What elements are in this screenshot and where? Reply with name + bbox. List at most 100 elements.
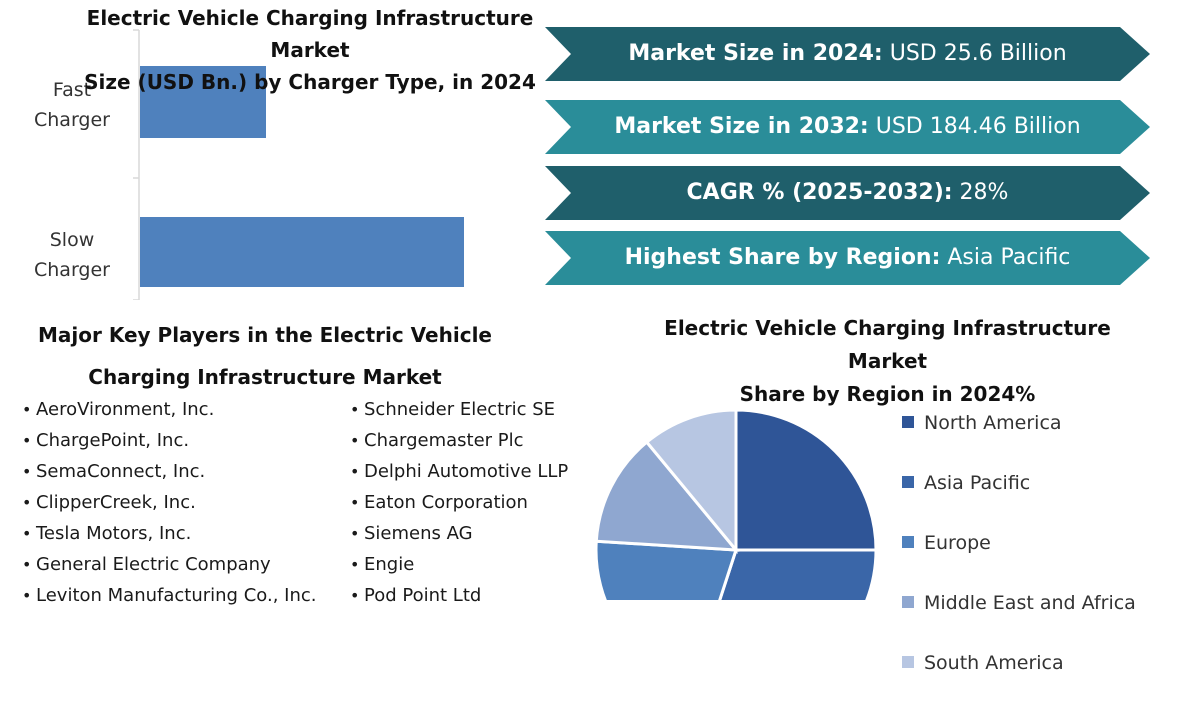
pie-chart-title-line-2: Market (847, 349, 928, 373)
legend-label: Asia Pacific (924, 472, 1031, 494)
player-name: AeroVironment, Inc. (36, 399, 215, 420)
list-item: • General Electric Company (22, 549, 316, 580)
player-name: Chargemaster Plc (364, 430, 524, 451)
bullet-icon: • (22, 462, 32, 481)
bullet-icon: • (350, 431, 360, 450)
banner-arrow-shape (545, 100, 1150, 154)
banner-text: CAGR % (2025-2032): 28% (575, 166, 1120, 220)
banner-label: Highest Share by Region: (624, 245, 941, 270)
player-name: ChargePoint, Inc. (36, 430, 190, 451)
banner-cagr: CAGR % (2025-2032): 28% (545, 166, 1150, 220)
banner-value: USD 184.46 Billion (868, 114, 1081, 139)
banner-value: 28% (952, 180, 1009, 205)
legend-swatch (902, 596, 914, 608)
bullet-icon: • (350, 586, 360, 605)
category-label: Slow (50, 229, 95, 251)
category-label: Charger (34, 259, 110, 281)
pie-slice-south-america (644, 408, 738, 555)
y-axis-ticks (133, 29, 139, 300)
legend-item: North America (902, 406, 1136, 466)
list-item: • Engie (350, 549, 568, 580)
bar-chart-title-line-2: Market (270, 38, 350, 62)
bullet-icon: • (22, 586, 32, 605)
pie-slice-asia-pacific (718, 548, 878, 600)
key-players-title-line-1: Major Key Players in the Electric Vehicl… (38, 323, 492, 347)
player-name: SemaConnect, Inc. (36, 461, 206, 482)
category-labels: Fast Charger Slow Charger (34, 79, 110, 281)
bullet-icon: • (22, 555, 32, 574)
banner-text: Highest Share by Region: Asia Pacific (575, 231, 1120, 285)
legend-swatch (902, 656, 914, 668)
bullet-icon: • (22, 493, 32, 512)
bullet-icon: • (350, 400, 360, 419)
list-item: • Chargemaster Plc (350, 425, 568, 456)
pie-slice-europe (594, 539, 739, 600)
bar-chart: Fast Charger Slow Charger (34, 29, 464, 300)
player-name: Eaton Corporation (364, 492, 528, 513)
category-label: Fast (53, 79, 91, 101)
pie-chart-title-line-1: Electric Vehicle Charging Infrastructure (664, 316, 1111, 340)
banner-label: Market Size in 2024: (628, 41, 883, 66)
player-name: Engie (364, 554, 415, 575)
key-players-list-left: • AeroVironment, Inc. • ChargePoint, Inc. … (22, 394, 316, 611)
key-players-title-line-2: Charging Infrastructure Market (88, 365, 442, 389)
player-name: Pod Point Ltd (364, 585, 482, 606)
list-item: • ClipperCreek, Inc. (22, 487, 316, 518)
banner-arrow-shape (545, 166, 1150, 220)
bar-chart-title: Electric Vehicle Charging Infrastructure… (60, 2, 560, 98)
bar-chart-title-line-1: Electric Vehicle Charging Infrastructure (86, 6, 534, 30)
pie-chart-title-line-3: Share by Region in 2024% (739, 382, 1036, 406)
list-item: • Pod Point Ltd (350, 580, 568, 611)
player-name: Leviton Manufacturing Co., Inc. (36, 585, 317, 606)
list-item: • Schneider Electric SE (350, 394, 568, 425)
category-label: Charger (34, 109, 110, 131)
bullet-icon: • (350, 493, 360, 512)
banner-arrow-shape (545, 27, 1150, 81)
legend-item: Asia Pacific (902, 466, 1136, 526)
legend-item: South America (902, 646, 1136, 706)
pie-chart (594, 408, 878, 600)
banner-market-size-2032: Market Size in 2032: USD 184.46 Billion (545, 100, 1150, 154)
legend-label: Europe (924, 532, 991, 554)
player-name: Schneider Electric SE (364, 399, 556, 420)
player-name: Siemens AG (364, 523, 473, 544)
list-item: • ChargePoint, Inc. (22, 425, 316, 456)
pie-slices (594, 408, 878, 600)
key-players-list-right: • Schneider Electric SE • Chargemaster Plc… (350, 394, 568, 611)
banner-value: Asia Pacific (940, 245, 1071, 270)
player-name: Tesla Motors, Inc. (36, 523, 192, 544)
player-name: General Electric Company (36, 554, 271, 575)
legend-label: North America (924, 412, 1062, 434)
legend-item: Middle East and Africa (902, 586, 1136, 646)
key-players-title: Major Key Players in the Electric Vehicl… (10, 314, 520, 398)
player-name: ClipperCreek, Inc. (36, 492, 196, 513)
legend-label: South America (924, 652, 1064, 674)
legend-swatch (902, 536, 914, 548)
banner-label: CAGR % (2025-2032): (686, 180, 953, 205)
legend-item: Europe (902, 526, 1136, 586)
bar-series (140, 66, 464, 287)
bullet-icon: • (22, 400, 32, 419)
bar-fast-charger (140, 66, 266, 138)
bullet-icon: • (350, 524, 360, 543)
list-item: • SemaConnect, Inc. (22, 456, 316, 487)
list-item: • Leviton Manufacturing Co., Inc. (22, 580, 316, 611)
legend-swatch (902, 416, 914, 428)
list-item: • Eaton Corporation (350, 487, 568, 518)
bullet-icon: • (350, 462, 360, 481)
pie-slice-north-america (734, 408, 878, 552)
player-name: Delphi Automotive LLP (364, 461, 569, 482)
banner-value: USD 25.6 Billion (882, 41, 1067, 66)
bullet-icon: • (350, 555, 360, 574)
bar-chart-title-line-3: Size (USD Bn.) by Charger Type, in 2024 (84, 70, 536, 94)
list-item: • Siemens AG (350, 518, 568, 549)
banner-highest-share-region: Highest Share by Region: Asia Pacific (545, 231, 1150, 285)
legend-label: Middle East and Africa (924, 592, 1136, 614)
pie-legend: North America Asia Pacific Europe Middle Ea… (902, 406, 1136, 706)
banner-text: Market Size in 2024: USD 25.6 Billion (575, 27, 1120, 81)
banner-arrow-shape (545, 231, 1150, 285)
list-item: • AeroVironment, Inc. (22, 394, 316, 425)
bullet-icon: • (22, 431, 32, 450)
banner-label: Market Size in 2032: (614, 114, 869, 139)
pie-slice-middle-east-and-africa (594, 440, 740, 552)
